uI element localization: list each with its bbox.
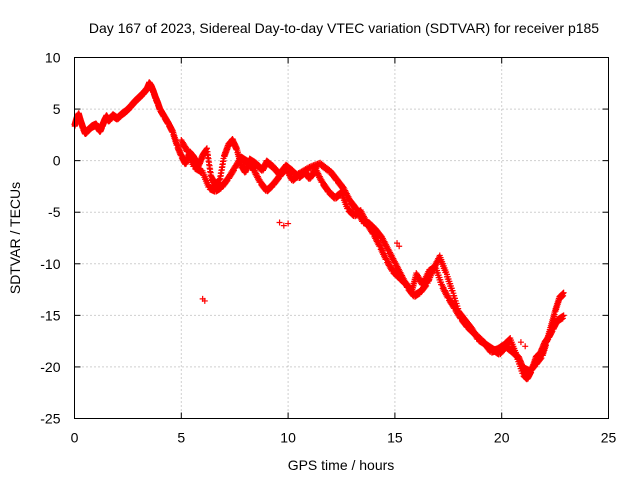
data-point-interp [223,178,230,185]
series-SDTVAR-secondary-track [178,137,567,383]
data-point-interp [274,176,281,183]
data-point [426,277,433,284]
plot-border [74,57,609,419]
y-tick-label: -15 [40,307,60,323]
y-tick-label: -25 [40,411,60,427]
data-point [285,220,292,227]
series-SDTVAR-outliers [199,219,529,350]
data-point [522,343,529,350]
data-point-interp [559,315,566,322]
x-tick-label: 0 [71,430,79,446]
y-tick-label: -5 [48,204,61,220]
axis-ticks: 0 5 10 15 20 25 -25 -20 -15 -10 -5 0 5 10 [40,50,616,446]
data-point-interp [303,167,310,174]
x-tick-label: 20 [494,430,510,446]
data-point [396,243,403,250]
data-point-interp [422,283,429,290]
data-point-interp [305,167,312,174]
data-point [276,219,283,226]
chart-title: Day 167 of 2023, Sidereal Day-to-day VTE… [89,20,599,36]
data-point [201,297,208,304]
y-tick-label: 5 [53,101,61,117]
y-axis-label: SDTVAR / TECUs [7,182,23,294]
x-tick-label: 15 [387,430,403,446]
data-point-interp [220,157,227,164]
x-tick-label: 5 [177,430,185,446]
x-axis-label: GPS time / hours [288,457,395,473]
data-points [71,79,567,383]
y-tick-label: -20 [40,359,60,375]
data-point [560,289,567,296]
y-tick-label: -10 [40,256,60,272]
series-SDTVAR [71,79,567,376]
data-point [560,312,567,319]
x-tick-label: 25 [601,430,617,446]
data-point-interp [429,269,436,276]
data-point [394,240,401,247]
x-tick-label: 10 [280,430,296,446]
data-point [280,222,287,229]
data-point [517,339,524,346]
y-tick-label: 10 [45,50,61,66]
y-tick-label: 0 [53,153,61,169]
data-point-interp [230,168,237,175]
